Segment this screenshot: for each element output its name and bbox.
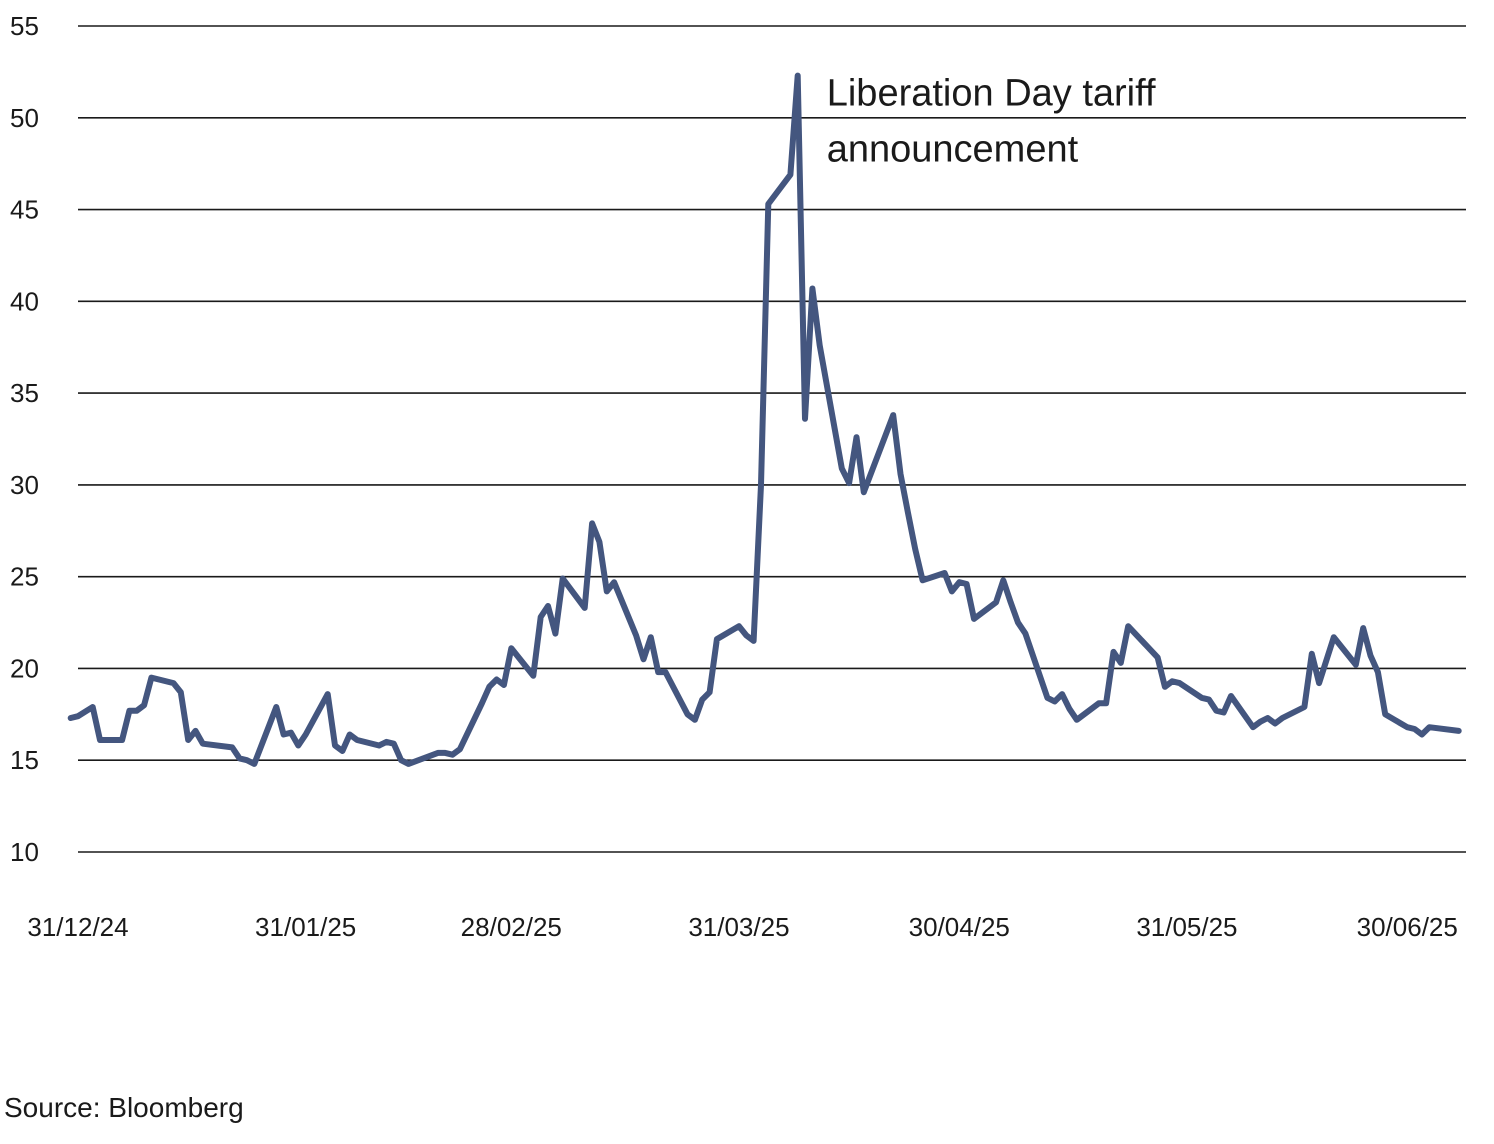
y-tick-label: 55 [10, 11, 39, 41]
x-tick-label: 31/01/25 [255, 912, 356, 942]
annotation-text-line: Liberation Day tariff [827, 72, 1156, 114]
x-tick-label: 31/05/25 [1136, 912, 1237, 942]
x-axis: 31/12/24 31/01/25 28/02/25 31/03/25 30/04/25… [27, 912, 1457, 942]
annotation-text-line: announcement [827, 128, 1079, 170]
y-tick-label: 10 [10, 837, 39, 867]
y-axis: 10 15 20 25 30 35 40 45 50 55 [10, 11, 39, 867]
y-tick-label: 25 [10, 562, 39, 592]
y-tick-label: 20 [10, 653, 39, 683]
y-tick-label: 15 [10, 745, 39, 775]
x-tick-label: 30/04/25 [909, 912, 1010, 942]
x-tick-label: 31/12/24 [27, 912, 128, 942]
x-tick-label: 28/02/25 [461, 912, 562, 942]
y-tick-label: 40 [10, 286, 39, 316]
annotation: Liberation Day tariff announcement [827, 72, 1156, 170]
gridlines [78, 25, 1466, 853]
x-tick-label: 30/06/25 [1357, 912, 1458, 942]
y-tick-label: 35 [10, 378, 39, 408]
source-note: Source: Bloomberg [4, 1092, 244, 1123]
x-tick-label: 31/03/25 [688, 912, 789, 942]
y-tick-label: 30 [10, 470, 39, 500]
series-group [67, 72, 1462, 767]
series-line-0 [67, 72, 1462, 767]
line-chart: 10 15 20 25 30 35 40 45 50 55 31/12/24 31/01/25 28/… [10, 11, 1466, 942]
y-tick-label: 50 [10, 103, 39, 133]
y-tick-label: 45 [10, 195, 39, 225]
